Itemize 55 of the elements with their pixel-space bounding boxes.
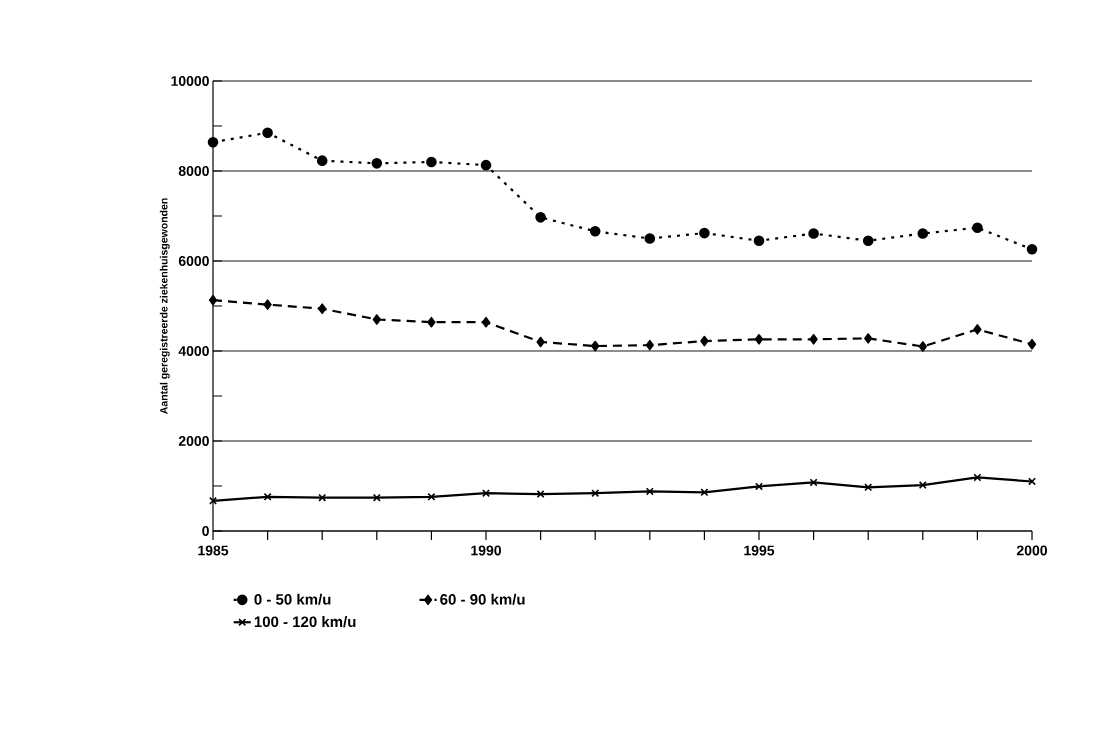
y-tick-label: 8000 — [178, 166, 209, 176]
point — [372, 314, 381, 325]
point — [809, 478, 818, 487]
point — [262, 127, 273, 139]
point — [700, 488, 709, 497]
x-tick-label: 1995 — [744, 545, 775, 556]
x-tick-label: 2000 — [1016, 545, 1047, 556]
point — [1026, 243, 1038, 255]
point — [973, 324, 982, 335]
point — [591, 489, 600, 498]
point — [207, 136, 219, 148]
point — [644, 233, 656, 244]
point — [918, 341, 927, 352]
point — [591, 340, 600, 352]
point — [864, 333, 873, 344]
point — [536, 336, 545, 348]
point — [589, 225, 601, 237]
point — [809, 333, 818, 345]
point — [917, 228, 929, 239]
x-tick-label: 1990 — [471, 545, 501, 556]
point — [808, 228, 819, 239]
y-tick-label: 6000 — [178, 256, 209, 266]
x-tick-label: 1985 — [198, 545, 229, 556]
y-tick-label: 10000 — [171, 76, 209, 86]
point — [918, 481, 927, 490]
point — [862, 235, 874, 247]
point — [426, 156, 437, 168]
point — [208, 294, 218, 306]
y-tick-label: 0 — [202, 526, 209, 536]
legend-label: 0 - 50 km/u — [254, 593, 331, 605]
point — [316, 155, 328, 166]
y-tick-label: 2000 — [178, 436, 209, 446]
point — [754, 333, 764, 345]
point — [481, 316, 491, 328]
point — [864, 483, 873, 492]
point — [480, 159, 492, 171]
point — [318, 303, 327, 314]
y-axis-title: Aantal geregistreerde ziekenhuisgewonden — [159, 198, 170, 414]
point — [973, 473, 982, 482]
point — [700, 335, 709, 347]
y-tick-label: 4000 — [178, 346, 209, 356]
point — [318, 493, 327, 502]
point — [371, 158, 383, 169]
point — [372, 493, 381, 502]
point — [535, 212, 546, 223]
point — [263, 299, 272, 310]
point — [645, 339, 654, 351]
point — [1027, 338, 1037, 350]
point — [699, 227, 710, 239]
point — [753, 235, 765, 247]
legend-label: 100 - 120 km/u — [254, 616, 356, 628]
point — [645, 487, 654, 496]
point — [972, 222, 983, 233]
legend-label: 60 - 90 km/u — [440, 593, 525, 605]
point — [427, 316, 436, 328]
